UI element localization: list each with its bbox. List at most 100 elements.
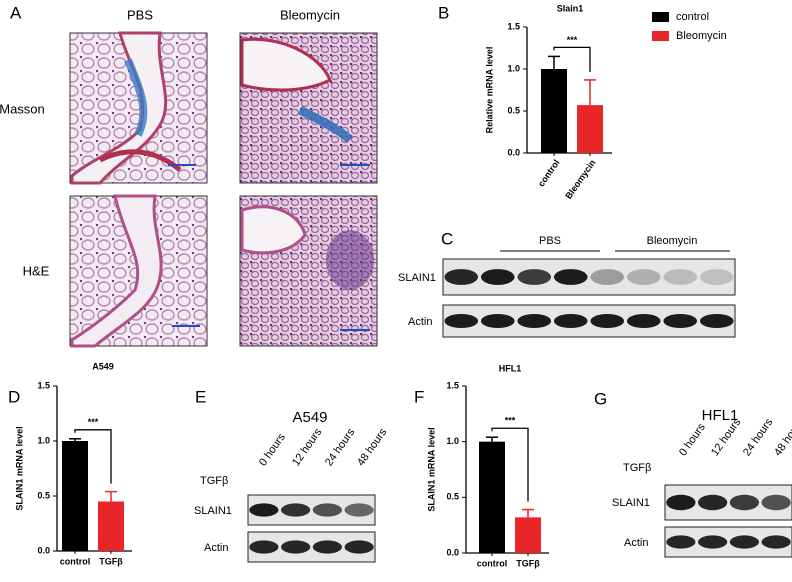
y-tick-label: 1.5: [37, 380, 50, 390]
blot-band: [699, 313, 734, 329]
group-label: PBS: [539, 235, 561, 247]
blot-band: [699, 269, 734, 285]
lane-label: 12 hours: [290, 426, 325, 468]
significance-label: ***: [88, 417, 99, 427]
treatment-label: TGFβ: [623, 462, 651, 474]
blot-row-label: Actin: [408, 316, 432, 328]
blot-band: [698, 535, 728, 549]
bar: [98, 501, 124, 551]
blot-band: [761, 494, 791, 511]
blot-band: [666, 494, 696, 511]
significance-label: ***: [505, 416, 516, 426]
blot-band: [663, 269, 698, 285]
histology-image: [239, 195, 378, 347]
legend-label: Bleomycin: [676, 30, 727, 42]
lane-label: 48 hours: [772, 416, 792, 458]
chart-title: Slain1: [557, 3, 584, 13]
bar: [62, 441, 88, 551]
lane-label: 0 hours: [257, 431, 288, 468]
row-label: H&E: [23, 263, 50, 278]
blot-band: [249, 503, 279, 517]
x-tick-label: control: [477, 558, 508, 568]
blot-band: [666, 535, 696, 549]
y-tick-label: 0.0: [37, 545, 50, 555]
error-bar: [486, 436, 498, 442]
blot-row-label: SLAIN1: [612, 497, 650, 509]
panel-label: F: [414, 387, 424, 406]
blot-band: [553, 269, 588, 285]
significance-bracket: [74, 429, 112, 484]
legend-swatch: [652, 12, 669, 22]
lane-label: 24 hours: [741, 416, 776, 458]
y-tick-label: 0.0: [507, 147, 520, 157]
error-bar: [584, 79, 596, 106]
y-tick-label: 0.5: [446, 492, 459, 502]
treatment-label: TGFβ: [200, 475, 228, 487]
y-axis-label: Relative mRNA level: [484, 47, 494, 134]
column-label: PBS: [127, 7, 153, 22]
bar: [541, 69, 567, 153]
blot-band: [663, 313, 698, 329]
y-tick-label: 0.5: [37, 490, 50, 500]
group-label: Bleomycin: [647, 235, 698, 247]
blot-band: [344, 503, 374, 517]
blot-title: HFL1: [702, 407, 739, 424]
histology-image: [69, 194, 208, 348]
legend-label: control: [676, 11, 709, 23]
blot-band: [626, 313, 661, 329]
bar: [577, 105, 603, 153]
panel-label: C: [441, 229, 453, 248]
blot-title: A549: [292, 409, 327, 426]
panel-label: E: [195, 387, 206, 406]
chart-title: HFL1: [499, 363, 522, 373]
histology-image: [239, 32, 378, 184]
blot-band: [761, 535, 791, 549]
blot-band: [590, 269, 625, 285]
blot-band: [626, 269, 661, 285]
blot-band: [698, 494, 728, 511]
blot-row-label: SLAIN1: [398, 272, 436, 284]
blot-band: [590, 313, 625, 329]
legend-swatch: [652, 31, 669, 41]
blot-band: [444, 269, 479, 285]
blot-band: [517, 313, 552, 329]
blot-row-label: SLAIN1: [194, 505, 232, 517]
lane-label: 48 hours: [355, 426, 390, 468]
blot-band: [444, 313, 479, 329]
y-tick-label: 1.0: [507, 63, 520, 73]
x-tick-label: control: [60, 556, 91, 566]
bar: [515, 517, 541, 553]
blot-band: [281, 503, 311, 517]
blot-row-label: Actin: [624, 537, 648, 549]
blot-band: [729, 535, 759, 549]
blot-band: [517, 269, 552, 285]
y-tick-label: 1.5: [507, 21, 520, 31]
histology-image: [69, 31, 208, 185]
blot-band: [553, 313, 588, 329]
error-bar: [105, 490, 117, 502]
panel-label: D: [8, 387, 20, 406]
blot-band: [312, 540, 342, 554]
x-tick-label: Bleomycin: [563, 158, 597, 201]
lane-label: 0 hours: [677, 421, 708, 458]
significance-label: ***: [567, 35, 578, 45]
blot-row-label: Actin: [204, 542, 228, 554]
column-label: Bleomycin: [280, 7, 340, 22]
panel-label: G: [594, 389, 607, 408]
blot-band: [249, 540, 279, 554]
y-tick-label: 1.0: [446, 436, 459, 446]
y-axis-label: SLAIN1 mRNA level: [426, 427, 436, 511]
chart-title: A549: [92, 361, 114, 371]
blot-band: [344, 540, 374, 554]
significance-bracket: [491, 427, 529, 502]
lane-label: 24 hours: [323, 426, 358, 468]
blot-band: [480, 313, 515, 329]
row-label: Masson: [0, 101, 45, 116]
error-bar: [548, 55, 560, 69]
panel-label: B: [438, 3, 449, 22]
panel-label: A: [10, 3, 22, 22]
y-tick-label: 1.0: [37, 435, 50, 445]
bar: [479, 441, 505, 553]
